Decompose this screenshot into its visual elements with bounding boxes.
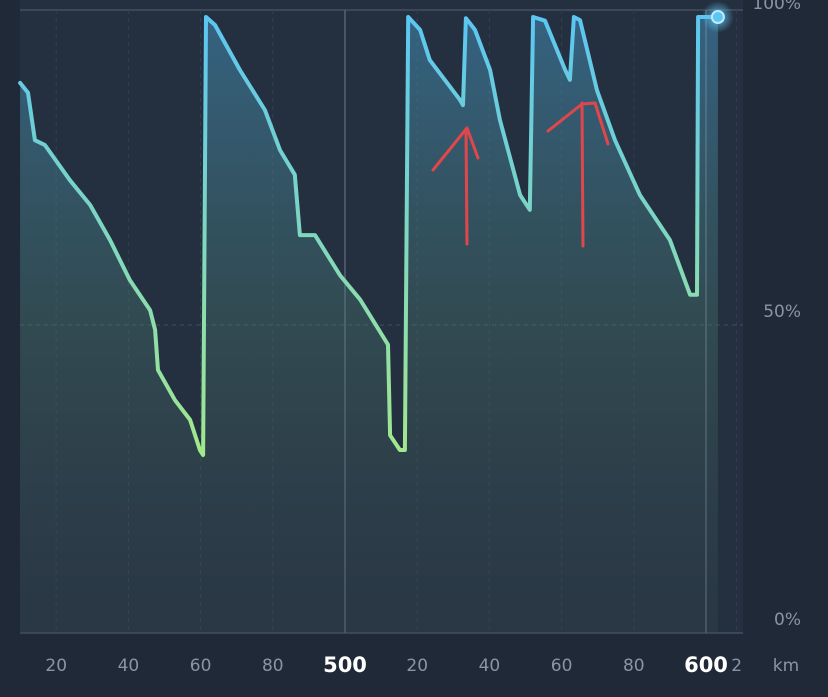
x-tick-label: 20 xyxy=(45,656,67,676)
x-tick-label: 40 xyxy=(118,656,140,676)
x-tick-label: 60 xyxy=(190,656,212,676)
y-tick-label: 50% xyxy=(763,302,801,322)
x-tick-label: 60 xyxy=(551,656,573,676)
x-tick-label: 20 xyxy=(406,656,428,676)
x-axis-label: km xyxy=(773,656,799,676)
x-tick-label: 600 xyxy=(684,653,728,677)
x-tick-label: 80 xyxy=(623,656,645,676)
line xyxy=(18,15,720,457)
current-point xyxy=(710,10,725,24)
y-tick-label: 0% xyxy=(774,610,801,630)
x-tick-label: 80 xyxy=(262,656,284,676)
x-tick-label: 500 xyxy=(323,653,367,677)
x-tick-label: 40 xyxy=(479,656,501,676)
y-tick-label: 100% xyxy=(752,0,801,14)
annotation-arrows xyxy=(431,101,610,248)
x-tick-label: 2 xyxy=(731,656,742,676)
area xyxy=(20,17,718,633)
